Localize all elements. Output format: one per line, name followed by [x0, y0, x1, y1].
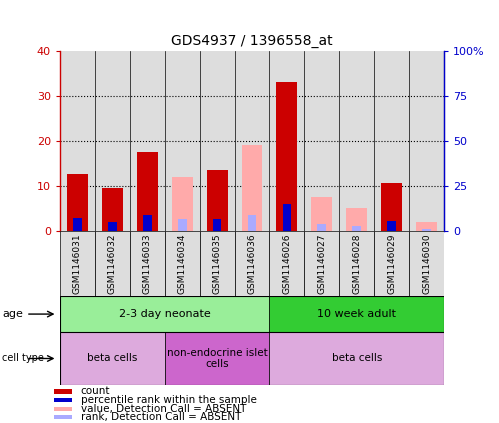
Bar [269, 51, 304, 231]
Text: GSM1146030: GSM1146030 [422, 234, 431, 294]
Bar [269, 231, 304, 296]
Bar [311, 197, 332, 231]
Text: age: age [2, 309, 23, 319]
Text: GSM1146033: GSM1146033 [143, 234, 152, 294]
Text: GSM1146027: GSM1146027 [317, 234, 326, 294]
Bar [60, 51, 95, 231]
Bar [207, 170, 228, 231]
Bar [304, 231, 339, 296]
Bar [143, 215, 152, 231]
Bar [67, 174, 88, 231]
Bar [137, 152, 158, 231]
Bar [346, 208, 367, 231]
Bar [248, 215, 256, 231]
Bar [374, 51, 409, 231]
Bar [130, 231, 165, 296]
Bar [60, 296, 269, 332]
Bar [54, 389, 72, 393]
Text: GSM1146034: GSM1146034 [178, 234, 187, 294]
Bar [165, 332, 269, 385]
Bar [54, 415, 72, 420]
Bar [409, 231, 444, 296]
Bar [95, 231, 130, 296]
Bar [409, 51, 444, 231]
Text: GSM1146032: GSM1146032 [108, 234, 117, 294]
Text: GSM1146029: GSM1146029 [387, 234, 396, 294]
Text: beta cells: beta cells [332, 354, 382, 363]
Bar [269, 332, 444, 385]
Bar [317, 224, 326, 231]
Text: non-endocrine islet
cells: non-endocrine islet cells [167, 348, 267, 369]
Bar [213, 219, 222, 231]
Bar [416, 222, 437, 231]
Bar [235, 231, 269, 296]
Bar [60, 231, 95, 296]
Bar [60, 332, 165, 385]
Bar [235, 51, 269, 231]
Bar [304, 51, 339, 231]
Text: cell type: cell type [2, 354, 44, 363]
Bar [352, 226, 361, 231]
Text: 2-3 day neonate: 2-3 day neonate [119, 309, 211, 319]
Bar [269, 296, 444, 332]
Text: GSM1146026: GSM1146026 [282, 234, 291, 294]
Bar [178, 219, 187, 231]
Text: GSM1146035: GSM1146035 [213, 234, 222, 294]
Bar [381, 183, 402, 231]
Text: percentile rank within the sample: percentile rank within the sample [81, 395, 256, 405]
Bar [73, 218, 82, 231]
Bar [339, 231, 374, 296]
Bar [387, 221, 396, 231]
Text: GSM1146028: GSM1146028 [352, 234, 361, 294]
Bar [54, 398, 72, 402]
Bar [374, 231, 409, 296]
Text: value, Detection Call = ABSENT: value, Detection Call = ABSENT [81, 404, 246, 414]
Text: count: count [81, 386, 110, 396]
Bar [102, 188, 123, 231]
Bar [108, 222, 117, 231]
Bar [339, 51, 374, 231]
Title: GDS4937 / 1396558_at: GDS4937 / 1396558_at [171, 34, 333, 48]
Bar [172, 177, 193, 231]
Bar [282, 203, 291, 231]
Text: GSM1146036: GSM1146036 [248, 234, 256, 294]
Bar [165, 51, 200, 231]
Bar [54, 407, 72, 411]
Text: GSM1146031: GSM1146031 [73, 234, 82, 294]
Bar [242, 145, 262, 231]
Bar [422, 229, 431, 231]
Text: 10 week adult: 10 week adult [317, 309, 396, 319]
Text: beta cells: beta cells [87, 354, 137, 363]
Bar [276, 82, 297, 231]
Bar [200, 231, 235, 296]
Bar [130, 51, 165, 231]
Bar [165, 231, 200, 296]
Bar [200, 51, 235, 231]
Text: rank, Detection Call = ABSENT: rank, Detection Call = ABSENT [81, 412, 241, 422]
Bar [95, 51, 130, 231]
